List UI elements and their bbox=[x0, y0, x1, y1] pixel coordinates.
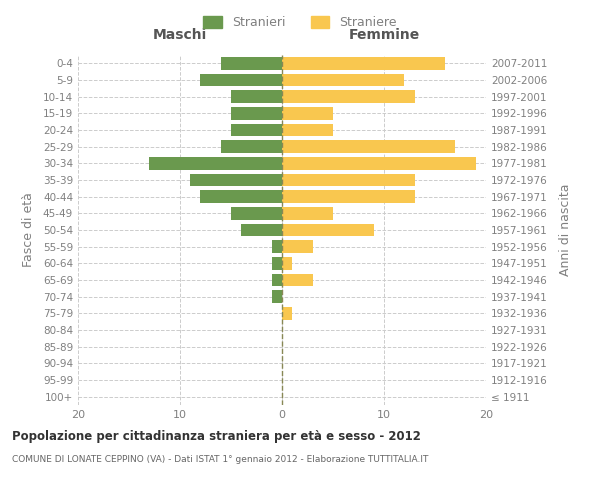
Bar bbox=[221, 57, 282, 70]
Bar bbox=[221, 140, 282, 153]
Text: Popolazione per cittadinanza straniera per età e sesso - 2012: Popolazione per cittadinanza straniera p… bbox=[12, 430, 421, 443]
Bar bbox=[231, 107, 282, 120]
Bar bbox=[231, 124, 282, 136]
Bar bbox=[282, 140, 455, 153]
Bar bbox=[231, 90, 282, 103]
Text: COMUNE DI LONATE CEPPINO (VA) - Dati ISTAT 1° gennaio 2012 - Elaborazione TUTTIT: COMUNE DI LONATE CEPPINO (VA) - Dati IST… bbox=[12, 455, 428, 464]
Bar bbox=[272, 257, 282, 270]
Bar bbox=[200, 74, 282, 86]
Bar bbox=[282, 240, 313, 253]
Bar bbox=[282, 57, 445, 70]
Bar bbox=[282, 124, 333, 136]
Bar bbox=[282, 207, 333, 220]
Bar bbox=[282, 157, 476, 170]
Bar bbox=[282, 90, 415, 103]
Bar bbox=[282, 307, 292, 320]
Bar bbox=[272, 274, 282, 286]
Bar bbox=[200, 190, 282, 203]
Bar bbox=[272, 290, 282, 303]
Bar bbox=[282, 274, 313, 286]
Bar bbox=[231, 207, 282, 220]
Text: Maschi: Maschi bbox=[153, 28, 207, 42]
Bar bbox=[282, 107, 333, 120]
Bar bbox=[241, 224, 282, 236]
Bar bbox=[282, 190, 415, 203]
Bar bbox=[272, 240, 282, 253]
Legend: Stranieri, Straniere: Stranieri, Straniere bbox=[198, 11, 402, 34]
Bar bbox=[282, 257, 292, 270]
Bar bbox=[282, 174, 415, 186]
Bar bbox=[282, 74, 404, 86]
Text: Femmine: Femmine bbox=[349, 28, 419, 42]
Bar bbox=[282, 224, 374, 236]
Y-axis label: Fasce di età: Fasce di età bbox=[22, 192, 35, 268]
Bar bbox=[149, 157, 282, 170]
Y-axis label: Anni di nascita: Anni di nascita bbox=[559, 184, 572, 276]
Bar bbox=[190, 174, 282, 186]
